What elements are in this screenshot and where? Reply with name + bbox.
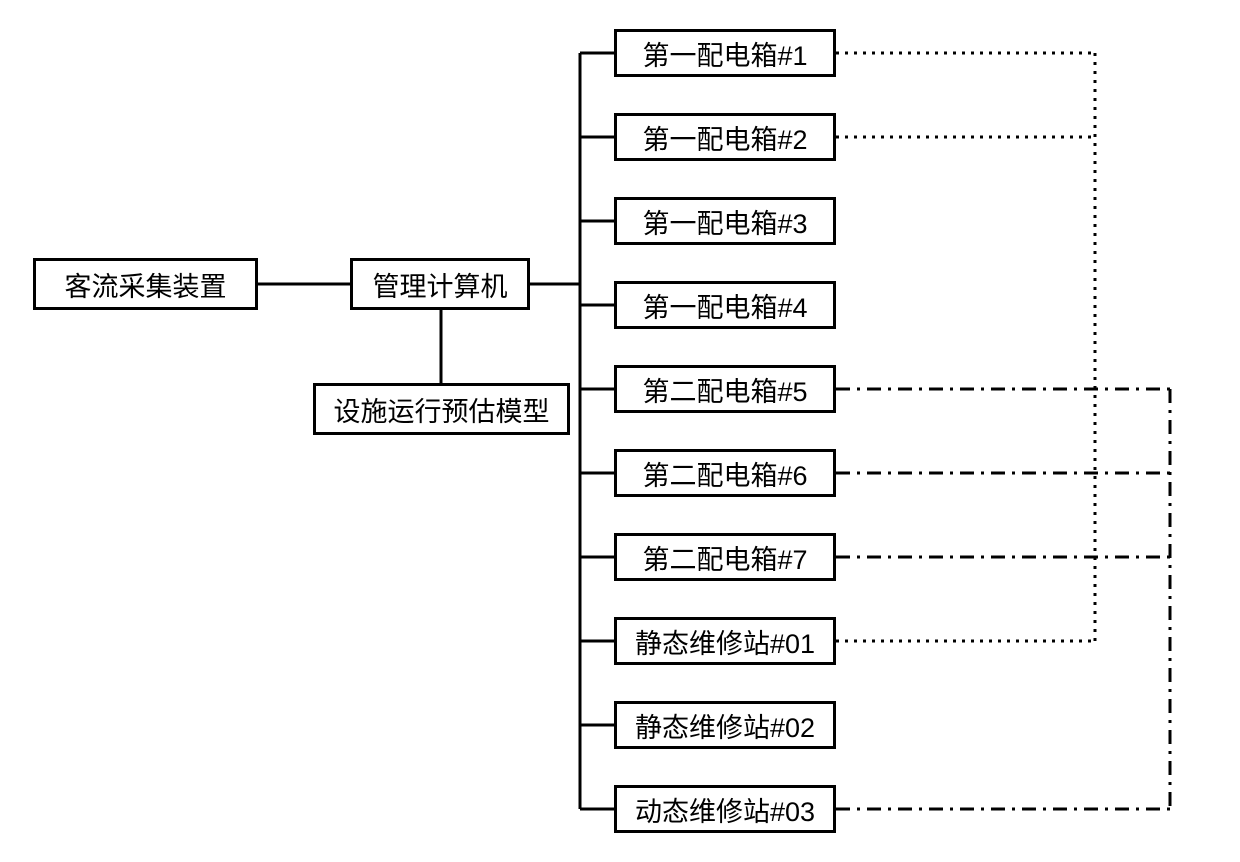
dashdot-edges	[836, 389, 1170, 809]
dyn03-node: 动态维修站#03	[614, 785, 836, 833]
box7-label: 第二配电箱#7	[642, 538, 807, 577]
box5-node: 第二配电箱#5	[614, 365, 836, 413]
box6-label: 第二配电箱#6	[642, 454, 807, 493]
box1-node: 第一配电箱#1	[614, 29, 836, 77]
stat01-label: 静态维修站#01	[635, 622, 815, 661]
box3-node: 第一配电箱#3	[614, 197, 836, 245]
box3-label: 第一配电箱#3	[642, 202, 807, 241]
box2-node: 第一配电箱#2	[614, 113, 836, 161]
manager-label: 管理计算机	[373, 265, 508, 304]
manager-node: 管理计算机	[350, 258, 530, 310]
box7-node: 第二配电箱#7	[614, 533, 836, 581]
box2-label: 第一配电箱#2	[642, 118, 807, 157]
box5-label: 第二配电箱#5	[642, 370, 807, 409]
stat02-label: 静态维修站#02	[635, 706, 815, 745]
dyn03-label: 动态维修站#03	[635, 790, 815, 829]
box1-label: 第一配电箱#1	[642, 34, 807, 73]
dotted-edges	[836, 53, 1095, 641]
stat01-node: 静态维修站#01	[614, 617, 836, 665]
model-node: 设施运行预估模型	[313, 383, 570, 435]
stat02-node: 静态维修站#02	[614, 701, 836, 749]
model-label: 设施运行预估模型	[334, 390, 550, 429]
box4-label: 第一配电箱#4	[642, 286, 807, 325]
box6-node: 第二配电箱#6	[614, 449, 836, 497]
collector-node: 客流采集装置	[33, 258, 258, 310]
box4-node: 第一配电箱#4	[614, 281, 836, 329]
collector-label: 客流采集装置	[65, 265, 227, 304]
